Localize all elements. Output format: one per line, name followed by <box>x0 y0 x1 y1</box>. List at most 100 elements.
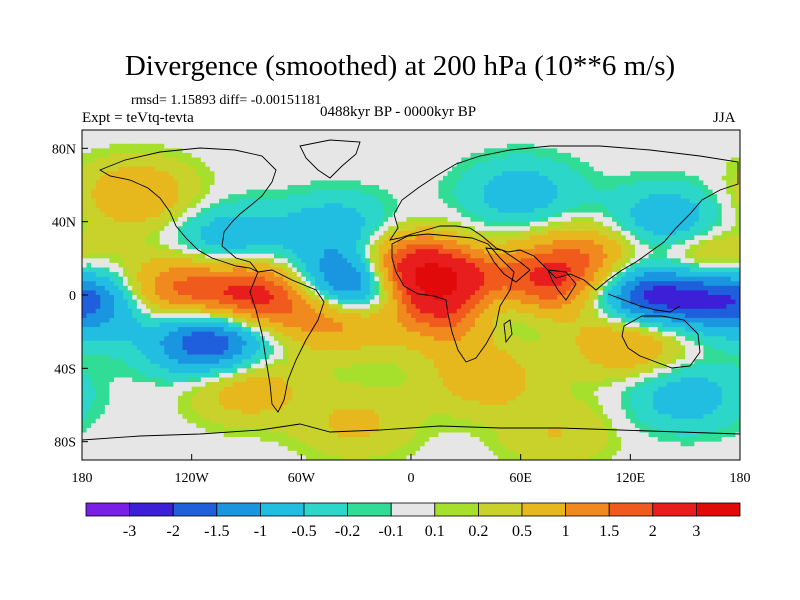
field-cell <box>671 203 677 209</box>
field-cell <box>255 171 261 177</box>
field-cell <box>708 175 713 181</box>
field-cell <box>470 253 476 259</box>
field-cell <box>296 217 302 223</box>
field-cell <box>241 162 247 168</box>
field-cell <box>602 230 608 236</box>
field-cell <box>305 235 311 241</box>
field-cell <box>351 240 357 245</box>
field-cell <box>520 272 526 278</box>
field-cell <box>177 262 183 268</box>
field-cell <box>447 139 453 145</box>
field-cell <box>173 281 179 287</box>
field-cell <box>109 189 115 195</box>
field-cell <box>159 171 165 177</box>
field-cell <box>598 240 604 245</box>
field-cell <box>511 166 517 172</box>
field-cell <box>255 258 261 264</box>
field-cell <box>630 244 636 250</box>
field-cell <box>95 230 101 236</box>
field-cell <box>315 272 321 278</box>
field-cell <box>127 262 133 268</box>
field-cell <box>232 285 238 291</box>
field-cell <box>369 198 375 204</box>
field-cell <box>86 198 92 204</box>
field-cell <box>310 240 316 245</box>
field-cell <box>488 240 494 245</box>
field-cell <box>461 189 467 195</box>
field-cell <box>264 134 270 140</box>
field-cell <box>369 157 375 163</box>
field-cell <box>708 249 713 255</box>
field-cell <box>379 185 384 190</box>
field-cell <box>219 134 225 140</box>
field-cell <box>411 157 416 163</box>
field-cell <box>251 134 257 140</box>
field-cell <box>95 285 101 291</box>
field-cell <box>543 267 549 273</box>
field-cell <box>401 194 407 200</box>
field-cell <box>104 166 110 172</box>
field-cell <box>452 166 458 172</box>
field-cell <box>520 148 526 154</box>
field-cell <box>721 166 727 172</box>
field-cell <box>511 285 517 291</box>
field-cell <box>100 148 106 154</box>
field-cell <box>91 249 97 255</box>
field-cell <box>127 240 133 245</box>
field-cell <box>625 175 631 181</box>
field-cell <box>388 285 394 291</box>
field-cell <box>237 203 243 209</box>
field-cell <box>639 139 645 145</box>
field-cell <box>648 267 654 273</box>
field-cell <box>411 189 416 195</box>
field-cell <box>369 249 375 255</box>
field-cell <box>109 203 115 209</box>
field-cell <box>406 244 412 250</box>
field-cell <box>653 175 659 181</box>
field-cell <box>580 272 586 278</box>
field-cell <box>589 281 595 287</box>
field-cell <box>136 217 142 223</box>
field-cell <box>630 217 636 223</box>
field-cell <box>251 171 257 177</box>
field-cell <box>118 189 124 195</box>
field-cell <box>401 162 407 168</box>
field-cell <box>187 130 193 135</box>
field-cell <box>671 198 677 204</box>
field-cell <box>200 281 206 287</box>
field-cell <box>616 281 622 287</box>
field-cell <box>251 272 257 278</box>
field-cell <box>511 162 517 168</box>
field-cell <box>287 194 293 200</box>
field-cell <box>136 249 142 255</box>
field-cell <box>315 157 321 163</box>
field-cell <box>374 235 380 241</box>
field-cell <box>360 180 366 186</box>
field-cell <box>474 143 480 149</box>
field-cell <box>182 249 188 255</box>
field-cell <box>634 226 640 232</box>
field-cell <box>246 221 252 227</box>
field-cell <box>561 207 567 213</box>
field-cell <box>676 130 681 135</box>
field-cell <box>680 134 686 140</box>
field-cell <box>593 217 599 223</box>
field-cell <box>324 207 330 213</box>
field-cell <box>118 134 124 140</box>
field-cell <box>246 253 252 259</box>
field-cell <box>191 148 197 154</box>
field-cell <box>479 244 485 250</box>
field-cell <box>264 194 270 200</box>
field-cell <box>625 230 631 236</box>
field-cell <box>397 194 403 200</box>
field-cell <box>315 226 321 232</box>
field-cell <box>685 143 691 149</box>
field-cell <box>698 134 704 140</box>
field-cell <box>392 189 398 195</box>
field-cell <box>388 139 394 145</box>
field-cell <box>712 253 718 259</box>
field-cell <box>447 162 453 168</box>
field-cell <box>671 235 677 241</box>
field-cell <box>612 143 618 149</box>
field-cell <box>324 217 330 223</box>
